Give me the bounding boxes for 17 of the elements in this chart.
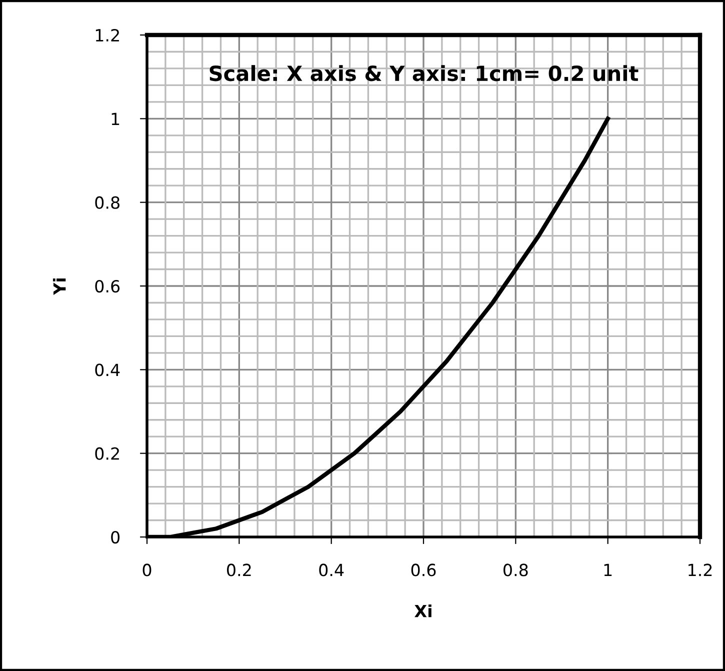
y-tick-label: 0.4 (95, 364, 120, 376)
x-axis-title: Xi (414, 604, 432, 618)
y-axis-title: Yi (52, 278, 66, 296)
y-tick-label: 1.2 (96, 28, 119, 42)
x-tick-label: 0.4 (319, 564, 344, 576)
y-tick-label: 1 (112, 112, 120, 125)
y-tick-label: 0.2 (95, 447, 119, 460)
annotation: Scale: X axis & Y axis: 1cm= 0.2 unit (210, 65, 638, 82)
x-tick-label: 0.8 (504, 564, 528, 576)
x-tick-label: 0.6 (411, 564, 436, 576)
y-tick-label: 0.8 (95, 196, 120, 209)
x-tick-label: 1.2 (688, 564, 712, 576)
x-tick-label: 0 (142, 564, 152, 576)
y-tick-label: 0 (111, 530, 120, 544)
x-tick-label: 1 (604, 564, 612, 576)
y-tick-label: 0.6 (95, 280, 120, 293)
x-tick-label: 0.2 (227, 564, 251, 576)
